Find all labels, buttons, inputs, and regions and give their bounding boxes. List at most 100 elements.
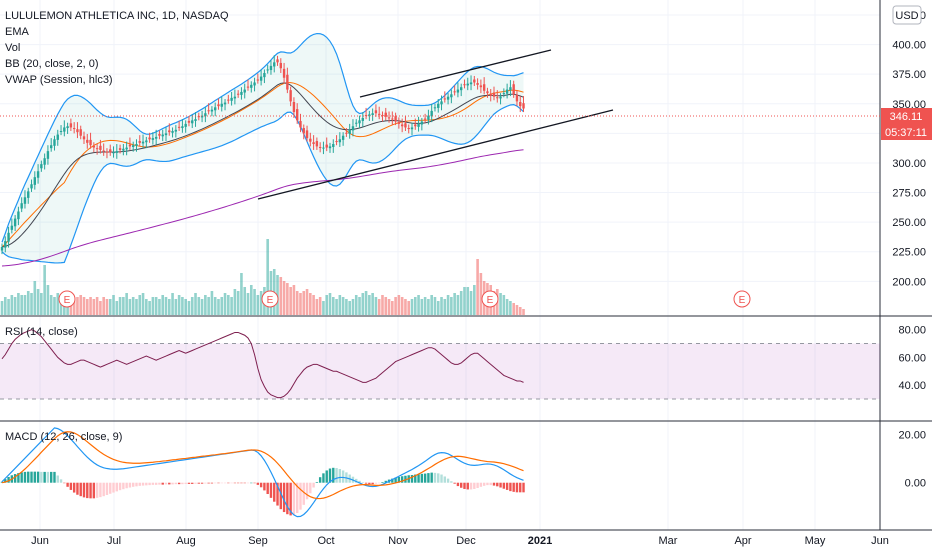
candle-body [263,73,266,78]
candle-body [168,130,171,133]
macd-tick-label: 0.00 [905,478,926,490]
volume-bar [436,301,440,315]
time-tick-label: Jul [107,535,121,547]
candle-body [309,138,312,142]
candle-body [361,117,364,121]
volume-bar [187,301,191,315]
volume-bar [233,289,237,315]
volume-bar [266,239,269,315]
macd-signal-line [1,431,524,500]
candle-body [246,86,250,88]
macd-histogram-bar [453,482,456,484]
currency-badge-text: USD [895,10,918,22]
earnings-marker-label: E [267,295,274,306]
volume-bar [184,299,187,315]
candle-body [128,144,132,147]
candle-body [279,62,282,69]
macd-histogram-bar [423,473,427,483]
countdown-value: 05:37:11 [885,127,927,139]
volume-bar [89,297,92,315]
candle-body [240,91,243,95]
price-tick-label: 400.00 [892,40,926,52]
volume-bar [105,299,109,315]
volume-bar [410,299,414,315]
candles-group [0,55,525,255]
candle-body [502,93,506,95]
volume-bar [387,299,391,315]
candle-body [4,241,7,248]
candle-body [318,146,322,148]
macd-histogram-bar [4,479,7,483]
volume-bar [413,297,417,315]
volume-bar [450,297,453,315]
candle-body [174,129,178,132]
time-tick-label: Dec [456,535,476,547]
candle-body [138,141,141,143]
volume-bar [420,299,424,315]
macd-histogram-bar [184,482,187,484]
macd-histogram-bar [194,482,197,484]
macd-histogram-bar [489,482,492,486]
macd-histogram-bar [384,480,387,483]
volume-bar [276,275,279,315]
candle-body [43,158,46,165]
macd-histogram-bar [151,482,155,485]
macd-histogram-bar [266,482,269,495]
macd-histogram-bar [417,474,420,483]
candle-body [335,141,338,143]
macd-histogram-bar [397,476,401,483]
volume-bar [246,293,250,315]
candle-body [164,133,168,136]
rsi-tick-label: 60.00 [898,352,926,364]
candle-body [440,101,443,105]
candle-body [463,84,466,86]
time-tick-label: 2021 [528,535,552,547]
macd-histogram-bar [168,482,171,485]
macd-histogram-bar [230,482,233,484]
volume-bar [259,291,263,315]
candle-body [407,128,410,130]
time-tick-label: Sep [248,535,268,547]
candle-body [135,144,138,146]
volume-bar [345,299,348,315]
earnings-marker-circle [261,290,279,308]
macd-histogram-bar [519,482,522,493]
macd-histogram-bar [450,481,453,483]
volume-bar [377,299,381,315]
macd-histogram-bar [381,481,384,483]
volume-bar [322,301,325,315]
macd-histogram-bar [446,478,450,483]
macd-histogram-bar [128,482,132,488]
candle-body [312,142,315,145]
macd-histogram-bar [482,482,486,486]
macd-tick-label: 20.00 [898,430,926,442]
candle-body [132,145,135,147]
volume-bar [154,297,158,315]
volume-bar [374,297,378,315]
candle-body [13,218,17,227]
countdown-tag-bg [881,124,932,140]
volume-bar [328,293,332,315]
earnings-marker-circle [58,290,76,308]
candle-body [220,103,223,107]
candle-body [512,84,515,95]
indicator-label: EMA [5,26,30,38]
candle-body [0,247,4,251]
candle-body [46,151,50,159]
macd-histogram-bar [89,482,92,499]
candle-body [63,127,66,132]
volume-bar [40,293,43,315]
volume-bar [167,299,171,315]
volume-bar [118,297,122,315]
candle-body [223,102,227,105]
macd-histogram-bar [279,482,282,510]
macd-histogram-bar [437,473,440,483]
candle-body [482,84,486,91]
candle-body [10,225,14,230]
candle-body [236,93,240,95]
macd-histogram-bar [312,482,315,488]
volume-bar [423,297,427,315]
volume-bar [249,285,253,315]
